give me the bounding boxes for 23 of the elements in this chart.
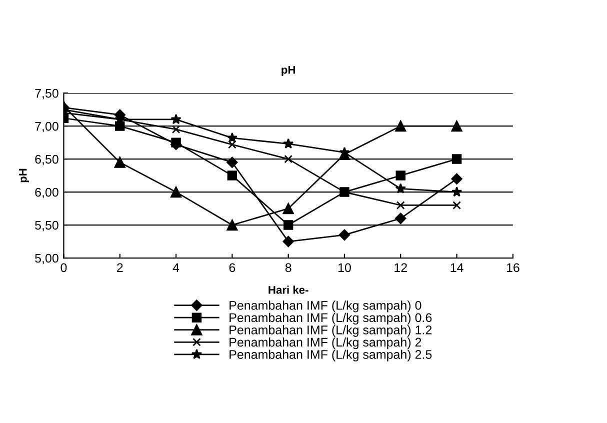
y-tick-label: 6,50 xyxy=(35,154,58,166)
legend-label: Penambahan IMF (L/kg sampah) 0 xyxy=(230,300,422,312)
x-tick-label: 8 xyxy=(285,263,292,272)
y-tick-label: 7,50 xyxy=(35,88,58,100)
legend-label: Penambahan IMF (L/kg sampah) 2 xyxy=(230,337,422,350)
y-tick-label: 5,50 xyxy=(35,220,58,232)
y-tick-label: 6,00 xyxy=(35,188,58,198)
x-tick-label: 4 xyxy=(172,263,180,272)
legend-label: Penambahan IMF (L/kg sampah) 2.5 xyxy=(230,350,432,362)
x-tick-label: 6 xyxy=(229,263,236,272)
legend-label: Penambahan IMF (L/kg sampah) 1.2 xyxy=(230,325,432,337)
x-tick-label: 14 xyxy=(450,263,464,272)
legend-label: Penambahan IMF (L/kg sampah) 0.6 xyxy=(230,312,432,325)
y-axis-title: pH xyxy=(19,168,29,182)
chart-title: pH xyxy=(282,66,295,76)
x-tick-label: 2 xyxy=(117,263,123,272)
x-tick-label: 10 xyxy=(338,263,351,272)
y-tick-label: 7,00 xyxy=(35,122,58,132)
x-tick-label: 0 xyxy=(60,263,67,272)
x-tick-label: 12 xyxy=(394,263,407,272)
x-tick-label: 16 xyxy=(506,263,520,272)
y-tick-label: 5,00 xyxy=(35,254,58,264)
x-axis-title: Hari ke- xyxy=(268,286,308,294)
